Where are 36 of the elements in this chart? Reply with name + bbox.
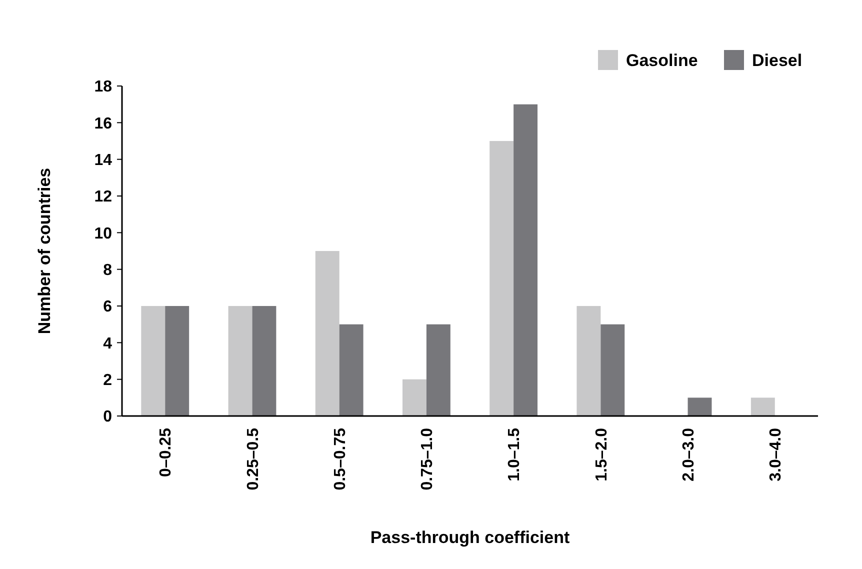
legend-label: Gasoline (626, 50, 698, 70)
bar (426, 324, 450, 416)
y-tick-label: 6 (103, 298, 112, 316)
y-tick-label: 16 (94, 115, 112, 132)
x-tick-label: 1.5–2.0 (593, 428, 610, 482)
bar (750, 398, 775, 416)
x-tick-label: 3.0–4.0 (767, 428, 784, 482)
bar (165, 306, 190, 416)
y-tick-label: 12 (94, 188, 112, 206)
bar (514, 104, 538, 416)
bar (252, 306, 276, 416)
bar (490, 141, 514, 416)
bar (600, 324, 625, 416)
y-tick-label: 18 (94, 78, 112, 96)
bar (688, 398, 712, 416)
bar (228, 306, 252, 416)
y-tick-label: 4 (103, 335, 112, 352)
legend-label: Diesel (752, 50, 802, 70)
y-tick-label: 8 (103, 262, 112, 279)
y-tick-label: 2 (103, 372, 112, 389)
bar (339, 324, 364, 416)
x-tick-label: 0.25–0.5 (244, 428, 262, 490)
y-tick-label: 10 (94, 225, 112, 242)
y-axis-title: Number of countries (35, 168, 54, 334)
x-tick-label: 2.0–3.0 (680, 428, 698, 482)
y-tick-label: 14 (94, 152, 112, 169)
x-axis-title: Pass-through coefficient (370, 528, 570, 547)
x-tick-label: 0.75–1.0 (419, 428, 436, 490)
bar (315, 251, 340, 416)
y-tick-label: 0 (103, 408, 112, 426)
x-tick-label: 0–0.25 (158, 428, 175, 477)
bar (141, 306, 166, 416)
bar (402, 379, 426, 416)
x-tick-label: 0.5–0.75 (332, 428, 349, 490)
bar (576, 306, 601, 416)
x-tick-label: 1.0–1.5 (506, 428, 524, 482)
